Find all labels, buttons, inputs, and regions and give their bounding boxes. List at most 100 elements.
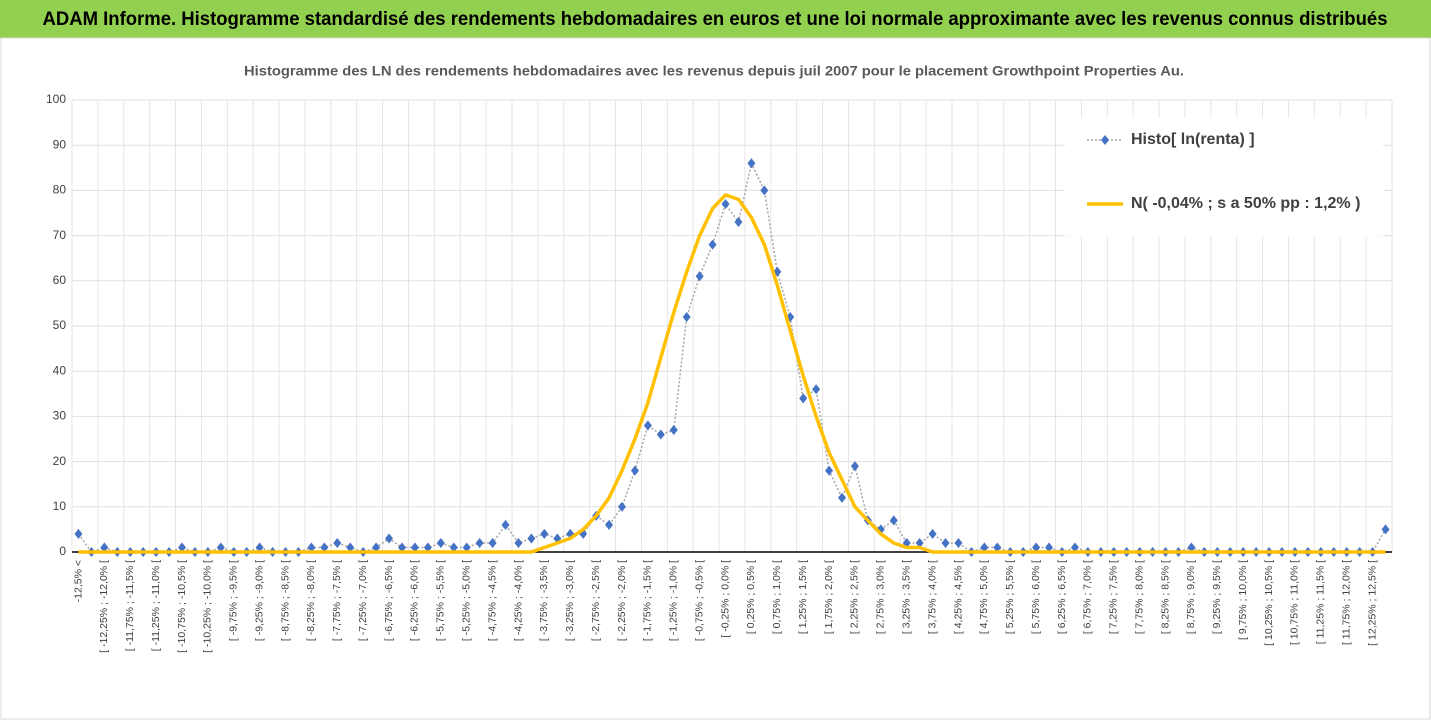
point	[928, 528, 937, 539]
point	[1045, 542, 1054, 553]
point	[1187, 542, 1196, 553]
x-tick-label: [ 1,75% ; 2,0% [	[823, 560, 835, 634]
x-tick-label: [ 2,25% ; 2,5% [	[849, 560, 861, 634]
x-tick-label: [ -10,75% ; -10,5% [	[176, 560, 188, 653]
x-tick-label: [ -9,25% ; -9,0% [	[253, 560, 265, 641]
x-tick-label: [ -7,25% ; -7,0% [	[357, 560, 369, 641]
y-tick-label: 0	[59, 544, 66, 558]
point	[605, 519, 614, 530]
y-tick-label: 10	[53, 499, 67, 513]
y-tick-label: 60	[53, 273, 67, 287]
x-tick-label: [ -1,25% ; -1,0% [	[668, 560, 680, 641]
point	[618, 501, 626, 512]
point	[423, 542, 432, 553]
x-tick-label: [ 7,75% ; 8,0% [	[1133, 560, 1145, 634]
point	[747, 158, 756, 169]
x-tick-label: [ 9,75% ; 10,0% [	[1237, 560, 1249, 640]
x-tick-label: [ 8,75% ; 9,0% [	[1185, 560, 1197, 634]
x-tick-label: [ -2,75% ; -2,5% [	[590, 560, 602, 641]
x-tick-label: [ -9,75% ; -9,5% [	[228, 560, 240, 641]
x-tick-label: -12,5% <	[72, 560, 84, 602]
x-tick-label: [ 0,25% ; 0,5% [	[745, 560, 757, 634]
point	[178, 542, 186, 553]
point	[1070, 542, 1079, 553]
x-tick-label: [ 6,25% ; 6,5% [	[1056, 560, 1068, 634]
x-tick-label: [ -12,25% ; -12,0% [	[98, 560, 110, 653]
x-tick-label: [ -4,25% ; -4,0% [	[512, 560, 524, 641]
point	[372, 542, 381, 553]
point	[540, 528, 549, 539]
y-tick-label: 30	[53, 409, 67, 423]
x-tick-label: [ -3,25% ; -3,0% [	[564, 560, 576, 641]
point	[682, 311, 691, 322]
point	[385, 533, 394, 544]
point	[734, 217, 743, 228]
x-tick-label: [ -0,75% ; -0,5% [	[693, 560, 705, 641]
x-tick-label: [ -5,25% ; -5,0% [	[460, 560, 472, 641]
point	[643, 420, 652, 431]
x-tick-label: [ -3,75% ; -3,5% [	[538, 560, 550, 641]
point	[630, 465, 639, 476]
x-tick-label: [ -7,75% ; -7,5% [	[331, 560, 343, 641]
point	[216, 542, 225, 553]
y-tick-label: 40	[53, 363, 67, 377]
point	[915, 537, 924, 548]
x-tick-label: [ -8,75% ; -8,5% [	[279, 560, 291, 641]
point	[501, 519, 510, 530]
x-tick-label: [ 10,25% ; 10,5% [	[1263, 560, 1275, 646]
x-tick-label: [ 3,75% ; 4,0% [	[926, 560, 938, 634]
header-title: ADAM Informe. Histogramme standardisé de…	[43, 9, 1388, 30]
legend-box	[1065, 118, 1383, 236]
point	[436, 537, 445, 548]
point	[307, 542, 316, 553]
legend-marker	[1101, 135, 1109, 145]
x-tick-label: [ 4,75% ; 5,0% [	[978, 560, 990, 634]
x-tick-label: [ 11,75% ; 12,0% [	[1340, 560, 1352, 645]
y-tick-label: 20	[53, 454, 67, 468]
point	[488, 537, 497, 548]
point	[514, 537, 523, 548]
x-tick-label: [ 7,25% ; 7,5% [	[1108, 560, 1120, 634]
point	[954, 537, 963, 548]
point	[449, 542, 458, 553]
y-tick-label: 90	[53, 137, 67, 151]
x-tick-label: [ -11,25% ; -11,0% [	[150, 560, 162, 651]
point	[410, 542, 419, 553]
point	[825, 465, 834, 476]
x-tick-label: [ 3,25% ; 3,5% [	[900, 560, 912, 634]
point	[721, 198, 730, 209]
point	[760, 185, 769, 196]
x-tick-label: [ 11,25% ; 11,5% [	[1315, 560, 1327, 644]
x-tick-label: [ 1,25% ; 1,5% [	[797, 560, 809, 634]
point	[100, 542, 109, 553]
point	[346, 542, 355, 553]
point	[1381, 524, 1390, 535]
chart-frame	[0, 37, 1431, 720]
plot: 0 10 20 30 40 50 60 70 80 90 100 -12,5% < [ -12,25% …	[46, 92, 1393, 653]
point	[850, 461, 859, 472]
point	[320, 542, 329, 553]
point	[462, 542, 471, 553]
x-tick-label: [ -6,75% ; -6,5% [	[383, 560, 395, 641]
x-tick-label: [ -4,75% ; -4,5% [	[486, 560, 498, 641]
legend-label: N( -0,04% ; s a 50% pp : 1,2% )	[1131, 195, 1360, 212]
point	[941, 537, 950, 548]
y-tick-label: 70	[53, 228, 67, 242]
x-tick-label: [ -11,75% ; -11,5% [	[124, 560, 136, 651]
x-tick-label: [ 4,25% ; 4,5% [	[952, 560, 964, 634]
point	[255, 542, 264, 553]
chart-title: Histogramme des LN des rendements hebdom…	[244, 63, 1184, 79]
point	[475, 537, 484, 548]
point	[656, 429, 665, 440]
header-band	[0, 0, 1431, 38]
y-tick-label: 100	[46, 92, 66, 106]
x-tick-label: [ 6,75% ; 7,0% [	[1082, 560, 1094, 634]
point	[527, 533, 536, 544]
y-tick-label: 50	[53, 318, 67, 332]
x-tick-label: [ 5,25% ; 5,5% [	[1004, 560, 1016, 634]
x-tick-label: [ 12,25% ; 12,5% [	[1366, 560, 1378, 646]
x-tick-label: [ 2,75% ; 3,0% [	[875, 560, 887, 634]
point	[993, 542, 1002, 553]
x-tick-label: [ 8,25% ; 8,5% [	[1159, 560, 1171, 634]
